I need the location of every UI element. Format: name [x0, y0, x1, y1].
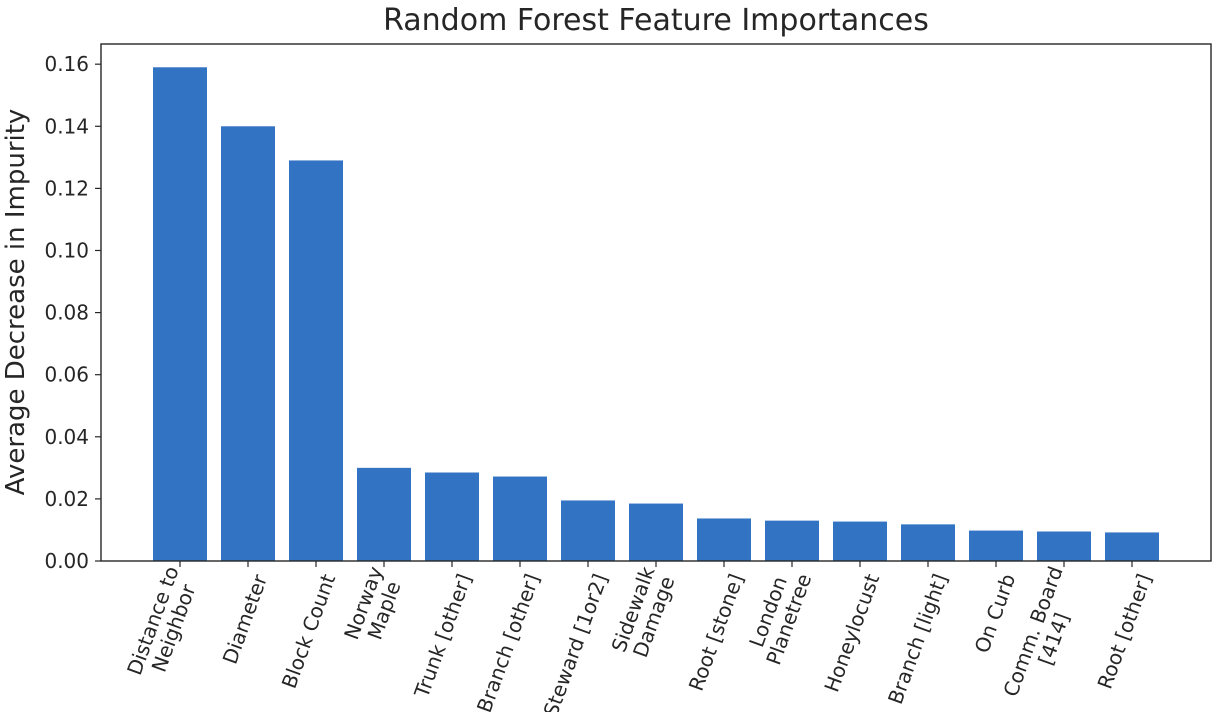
- y-tick-label: 0.14: [44, 114, 89, 138]
- x-tick-label: Root [other]: [1093, 571, 1157, 693]
- x-axis: Distance toNeighbor Diameter Block CountNo…: [122, 561, 1157, 716]
- x-tick-label: Diameter: [218, 571, 273, 668]
- bar-12: [969, 530, 1023, 561]
- y-tick-label: 0.02: [44, 487, 89, 511]
- x-tick-label-line: Block Count: [277, 571, 341, 692]
- bar-0: [153, 67, 207, 561]
- bar-2: [289, 160, 343, 561]
- chart-title: Random Forest Feature Importances: [383, 3, 929, 38]
- x-tick-label: Honeylocust: [819, 571, 884, 696]
- y-axis: 0.00 0.02 0.04 0.06 0.08 0.10 0.12 0.14 0.16: [44, 52, 101, 573]
- bar-5: [493, 476, 547, 561]
- y-tick-label: 0.08: [44, 301, 89, 325]
- bar-13: [1037, 531, 1091, 561]
- x-tick-label-line: Branch [light]: [883, 571, 952, 708]
- x-tick-label: Steward [1or2]: [539, 571, 613, 712]
- bar-7: [629, 503, 683, 561]
- x-tick-label-line: Branch [other]: [472, 571, 544, 712]
- x-tick-label: Block Count: [277, 571, 341, 692]
- plot-frame: [100, 43, 1212, 562]
- bar-9: [765, 520, 819, 561]
- x-tick-label-line: Honeylocust: [819, 571, 884, 696]
- x-tick-label-line: Steward [1or2]: [539, 571, 613, 712]
- bar-3: [357, 467, 411, 561]
- x-tick-label-line: Root [other]: [1093, 571, 1157, 693]
- x-tick-label-line: Trunk [other]: [409, 571, 476, 702]
- x-tick-label: Distance toNeighbor: [122, 563, 204, 686]
- x-tick-label: SidewalkDamage: [607, 563, 681, 663]
- x-tick-label: LondonPlanetree: [741, 563, 817, 668]
- y-tick-label: 0.12: [44, 176, 89, 200]
- bar-4: [425, 472, 479, 561]
- x-tick-label: Trunk [other]: [409, 571, 476, 702]
- y-tick-label: 0.06: [44, 363, 89, 387]
- y-tick-label: 0.04: [44, 425, 89, 449]
- x-tick-label: Root [stone]: [684, 571, 749, 695]
- x-tick-label: NorwayMaple: [339, 563, 408, 650]
- bar-6: [561, 500, 615, 561]
- y-axis-label: Average Decrease in Impurity: [1, 109, 31, 496]
- y-tick-label: 0.16: [44, 52, 89, 76]
- y-tick-label: 0.10: [44, 238, 89, 262]
- bar-8: [697, 518, 751, 561]
- x-tick-label: Branch [light]: [883, 571, 952, 708]
- x-tick-label-line: Root [stone]: [684, 571, 749, 695]
- bar-11: [901, 524, 955, 561]
- bar-10: [833, 521, 887, 561]
- bars-layer: [153, 67, 1159, 562]
- x-tick-label: Branch [other]: [472, 571, 544, 712]
- bar-1: [221, 126, 275, 562]
- x-tick-label: On Curb: [970, 571, 1021, 657]
- x-tick-label-line: Diameter: [218, 571, 273, 668]
- x-tick-label-line: On Curb: [970, 571, 1021, 657]
- bar-14: [1105, 532, 1159, 561]
- y-tick-label: 0.00: [44, 549, 89, 573]
